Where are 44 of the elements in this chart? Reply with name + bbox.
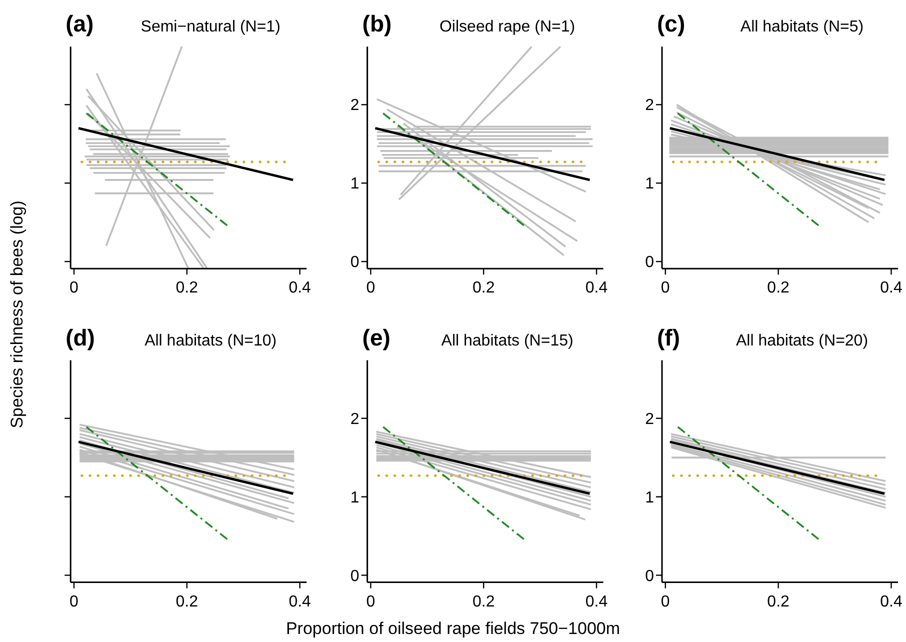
chart-subtitle: All habitats (N=15) [441, 332, 574, 350]
x-tick-label: 0.2 [176, 593, 198, 610]
x-tick-label: 0 [70, 593, 79, 610]
x-tick-label: 0.4 [288, 593, 312, 610]
x-tick-label: 0 [660, 593, 670, 610]
y-tick-label: 1 [350, 489, 360, 506]
chart-subtitle: All habitats (N=5) [740, 18, 864, 36]
y-tick-label: 2 [645, 97, 654, 114]
x-tick-label: 0 [366, 280, 376, 297]
x-tick-label: 0.2 [767, 593, 790, 610]
y-tick-label: 0 [645, 568, 654, 585]
y-tick-label: 0 [645, 254, 654, 272]
chart-title: (c) [657, 10, 686, 37]
chart-subtitle: All habitats (N=10) [144, 332, 277, 350]
x-tick-label: 0.2 [472, 593, 495, 610]
chart-title: (d) [66, 324, 95, 350]
x-tick-label: 0 [660, 280, 670, 297]
x-axis-title: Proportion of oilseed rape fields 750−1000m [286, 619, 620, 638]
x-tick-label: 0.4 [880, 280, 902, 297]
x-tick-label: 0.2 [472, 280, 495, 297]
y-tick-label: 0 [350, 568, 360, 585]
x-tick-label: 0.4 [288, 280, 312, 297]
y-tick-label: 1 [645, 489, 654, 506]
y-tick-label: 2 [350, 410, 360, 428]
y-tick-label: 1 [645, 176, 654, 193]
y-axis-title: Species richness of bees (log) [8, 200, 27, 428]
chart-title: (a) [66, 10, 94, 37]
x-tick-label: 0 [70, 280, 79, 297]
chart-subtitle: All habitats (N=20) [736, 332, 868, 350]
x-tick-label: 0.4 [585, 593, 608, 610]
y-tick-label: 2 [645, 410, 654, 428]
x-tick-label: 0.4 [585, 280, 608, 297]
chart-title: (e) [362, 324, 390, 350]
chart-subtitle: Oilseed rape (N=1) [439, 18, 576, 36]
x-tick-label: 0.2 [767, 280, 790, 297]
y-tick-label: 0 [350, 254, 360, 272]
chart-title: (f) [657, 324, 680, 350]
x-tick-label: 0.4 [880, 593, 902, 610]
y-tick-label: 1 [350, 176, 360, 193]
x-tick-label: 0.2 [176, 280, 198, 297]
x-tick-label: 0 [366, 593, 376, 610]
y-tick-label: 2 [350, 97, 360, 114]
chart-subtitle: Semi−natural (N=1) [140, 18, 280, 36]
chart-title: (b) [362, 10, 392, 37]
